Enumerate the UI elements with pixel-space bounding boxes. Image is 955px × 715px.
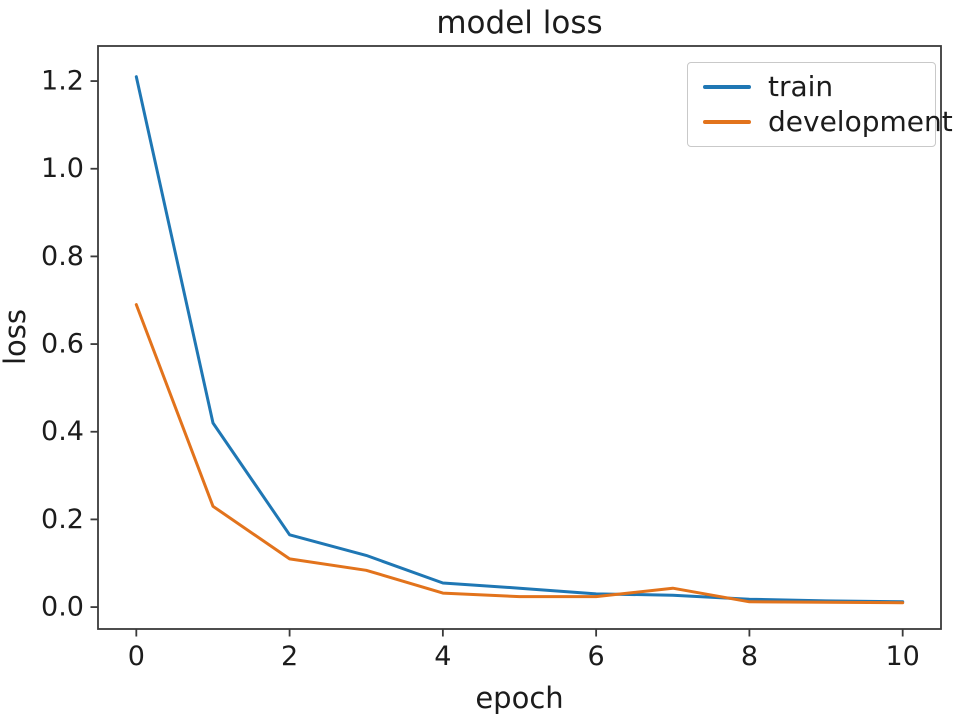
development-line-swatch	[703, 120, 751, 124]
x-tick-label: 0	[128, 641, 145, 672]
legend-label-development: development	[768, 105, 953, 138]
x-tick-label: 4	[434, 641, 451, 672]
axes-spines	[97, 45, 942, 630]
x-axis-label: epoch	[475, 681, 564, 715]
y-tick-label: 0.6	[41, 329, 84, 360]
y-tick-label: 1.0	[41, 153, 84, 184]
y-tick-label: 0.8	[41, 241, 84, 272]
legend-item-development: development	[688, 108, 953, 136]
x-tick-label: 10	[886, 641, 920, 672]
x-tick-label: 6	[588, 641, 605, 672]
legend-item-train: train	[688, 73, 935, 101]
train-line	[134, 75, 905, 604]
train-line-swatch	[703, 85, 751, 89]
y-tick-label: 0.2	[41, 504, 84, 535]
y-tick-label: 1.2	[41, 66, 84, 97]
development-line	[134, 303, 905, 605]
y-tick-label: 0.4	[41, 416, 84, 447]
x-tick-label: 2	[281, 641, 298, 672]
x-tick-label: 8	[741, 641, 758, 672]
y-tick-label: 0.0	[41, 592, 84, 623]
legend: train development	[687, 62, 953, 147]
legend-label-train: train	[768, 70, 834, 103]
chart-title: model loss	[436, 5, 603, 41]
